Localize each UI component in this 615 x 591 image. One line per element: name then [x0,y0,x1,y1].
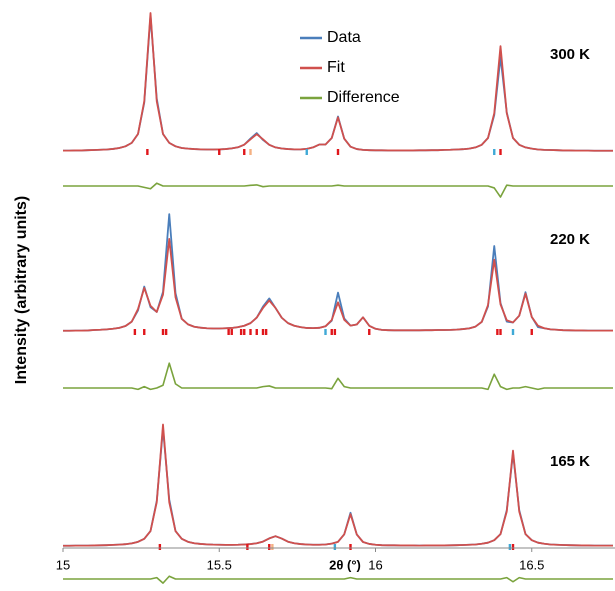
reflection-tick [333,544,337,550]
series-line [63,575,613,584]
x-tick-label: 16.5 [519,557,544,572]
reflection-tick [511,544,515,550]
reflection-tick [493,149,496,155]
reflection-tick [164,329,168,335]
reflection-tick [255,329,258,335]
legend-label: Difference [327,89,400,106]
reflection-tick [249,149,252,155]
reflection-tick [143,329,146,335]
series-line [63,362,613,391]
reflection-tick [496,329,499,335]
series-line [63,238,613,332]
legend-label: Data [327,29,361,46]
x-tick-label: 16 [368,557,382,572]
x-tick-label: 15.5 [207,557,232,572]
reflection-tick [530,329,533,335]
reflection-tick [246,544,249,550]
reflection-tick [227,329,230,335]
series-line [63,12,613,152]
x-axis-label: 2θ (°) [329,557,361,572]
series-line [63,427,613,547]
reflection-tick [239,329,243,335]
reflection-tick [230,329,233,335]
reflection-tick [243,329,246,335]
reflection-tick [146,149,149,155]
reflection-tick [271,544,274,550]
reflection-tick [261,329,265,335]
reflection-tick [499,149,502,155]
reflection-tick [368,329,371,335]
legend-label: Fit [327,59,345,76]
reflection-tick [264,329,268,335]
reflection-tick [161,329,165,335]
panel-label: 220 K [550,231,590,248]
reflection-tick [243,149,246,155]
reflection-tick [268,544,271,550]
reflection-tick [324,329,327,335]
reflection-tick [511,329,515,335]
reflection-tick [133,329,137,335]
series-line [63,182,613,198]
reflection-tick [349,544,352,550]
reflection-tick [158,544,162,550]
panel-label: 300 K [550,46,590,63]
reflection-tick [330,329,333,335]
reflection-tick [305,149,308,155]
series-line [63,423,613,547]
x-tick-label: 15 [56,557,70,572]
panel-label: 165 K [550,453,590,470]
y-axis-label: Intensity (arbitrary units) [13,196,30,384]
reflection-tick [499,329,502,335]
reflection-tick [336,149,340,155]
reflection-tick [218,149,221,155]
reflection-tick [333,329,337,335]
reflection-tick [249,329,252,335]
reflection-tick [508,544,512,550]
